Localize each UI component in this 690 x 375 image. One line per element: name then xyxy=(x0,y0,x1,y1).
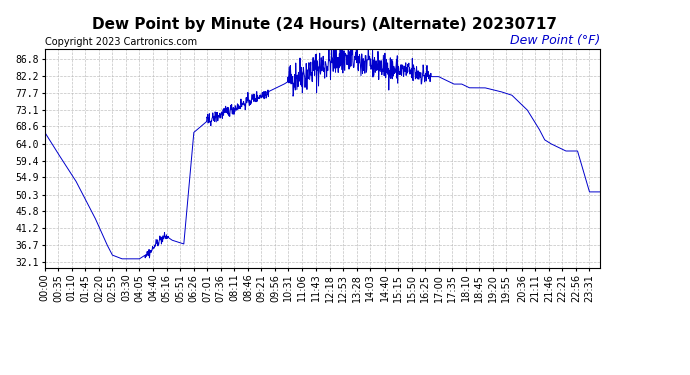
Text: Copyright 2023 Cartronics.com: Copyright 2023 Cartronics.com xyxy=(45,37,197,47)
Text: Dew Point (°F): Dew Point (°F) xyxy=(510,34,600,47)
Text: Dew Point by Minute (24 Hours) (Alternate) 20230717: Dew Point by Minute (24 Hours) (Alternat… xyxy=(92,17,557,32)
